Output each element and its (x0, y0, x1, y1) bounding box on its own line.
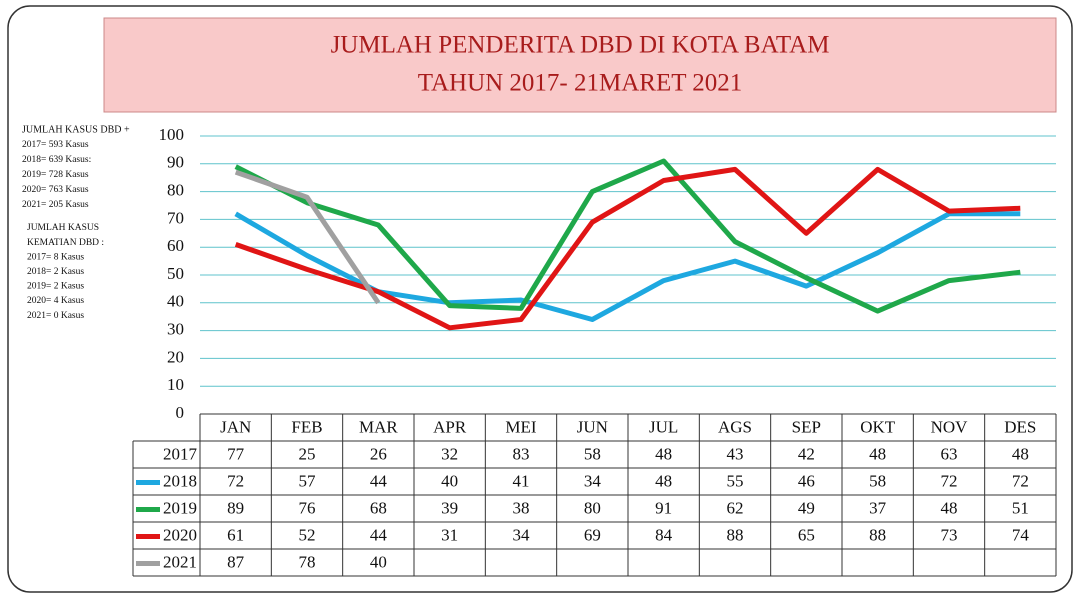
table-value: 38 (513, 498, 530, 517)
x-tick-label: APR (433, 417, 467, 436)
x-tick-label: AGS (718, 417, 752, 436)
table-value: 31 (441, 525, 458, 544)
note-text: 2017= 593 Kasus (22, 140, 89, 150)
x-tick-label: MEI (505, 417, 537, 436)
x-tick-label: NOV (931, 417, 969, 436)
note-text: 2019= 728 Kasus (22, 170, 89, 180)
x-tick-label: FEB (291, 417, 322, 436)
legend-label: 2020 (163, 525, 197, 544)
table-value: 83 (513, 444, 530, 463)
y-tick-label: 40 (167, 292, 184, 311)
table-value: 88 (869, 525, 886, 544)
table-value: 72 (1012, 471, 1029, 490)
table-value: 73 (941, 525, 958, 544)
title-box (103, 17, 1057, 113)
note-text: 2017= 8 Kasus (27, 252, 84, 262)
table-value: 63 (941, 444, 958, 463)
x-tick-label: OKT (860, 417, 896, 436)
note-text: 2020= 763 Kasus (22, 185, 89, 195)
x-tick-label: JUL (649, 417, 678, 436)
y-tick-label: 10 (167, 375, 184, 394)
table-value: 48 (941, 498, 958, 517)
note-text: 2021= 0 Kasus (27, 311, 84, 321)
table-value: 76 (299, 498, 316, 517)
y-tick-label: 80 (167, 181, 184, 200)
note-text: 2021= 205 Kasus (22, 200, 89, 210)
table-value: 43 (727, 444, 744, 463)
table-value: 48 (1012, 444, 1029, 463)
table-value: 42 (798, 444, 815, 463)
table-value: 55 (727, 471, 744, 490)
x-tick-label: MAR (359, 417, 398, 436)
note-text: 2018= 639 Kasus: (22, 155, 91, 165)
table-value: 65 (798, 525, 815, 544)
table-value: 62 (727, 498, 744, 517)
table-value: 87 (227, 552, 245, 571)
table-value: 48 (869, 444, 886, 463)
table-value: 74 (1012, 525, 1030, 544)
table-value: 52 (299, 525, 316, 544)
series-line (234, 158, 1021, 314)
y-tick-label: 70 (167, 208, 184, 227)
note-text: JUMLAH KASUS DBD + (22, 124, 130, 135)
y-tick-label: 90 (167, 153, 184, 172)
table-value: 88 (727, 525, 744, 544)
table-value: 80 (584, 498, 601, 517)
x-tick-label: JUN (577, 417, 608, 436)
chart-title: JUMLAH PENDERITA DBD DI KOTA BATAM (331, 32, 830, 59)
table-value: 89 (227, 498, 244, 517)
table-value: 48 (655, 471, 672, 490)
note-text: 2019= 2 Kasus (27, 282, 84, 292)
table-value: 40 (370, 552, 387, 571)
table-value: 37 (869, 498, 887, 517)
table-value: 68 (370, 498, 387, 517)
y-tick-label: 100 (159, 125, 185, 144)
table-value: 58 (869, 471, 886, 490)
y-tick-label: 60 (167, 236, 184, 255)
y-tick-label: 20 (167, 347, 184, 366)
table-value: 91 (655, 498, 672, 517)
table-value: 40 (441, 471, 458, 490)
table-value: 41 (513, 471, 530, 490)
table-value: 39 (441, 498, 458, 517)
table-value: 44 (370, 471, 388, 490)
table-value: 72 (941, 471, 958, 490)
table-value: 25 (299, 444, 316, 463)
table-value: 51 (1012, 498, 1029, 517)
table-value: 46 (798, 471, 815, 490)
table-value: 32 (441, 444, 458, 463)
note-text: KEMATIAN DBD : (27, 238, 104, 248)
legend-label: 2021 (163, 552, 197, 571)
table-value: 77 (227, 444, 245, 463)
table-value: 34 (513, 525, 531, 544)
series-line (234, 169, 381, 305)
y-tick-label: 30 (167, 320, 184, 339)
y-tick-label: 50 (167, 264, 184, 283)
x-tick-label: SEP (792, 417, 821, 436)
x-tick-label: DES (1004, 417, 1036, 436)
table-value: 78 (299, 552, 316, 571)
table-value: 57 (299, 471, 317, 490)
table-value: 84 (655, 525, 673, 544)
table-value: 58 (584, 444, 601, 463)
slide-border (7, 5, 1073, 593)
note-text: 2018= 2 Kasus (27, 267, 84, 277)
table-value: 44 (370, 525, 388, 544)
table-value: 69 (584, 525, 601, 544)
legend-label: 2019 (163, 498, 197, 517)
table-value: 72 (227, 471, 244, 490)
table-value: 26 (370, 444, 387, 463)
note-text: 2020= 4 Kasus (27, 296, 84, 306)
legend-label: 2018 (163, 471, 197, 490)
note-text: JUMLAH KASUS (27, 223, 99, 233)
table-value: 48 (655, 444, 672, 463)
table-value: 49 (798, 498, 815, 517)
table-value: 61 (227, 525, 244, 544)
y-tick-label: 0 (176, 403, 185, 422)
legend-label: 2017 (163, 444, 198, 463)
x-tick-label: JAN (220, 417, 251, 436)
chart-subtitle: TAHUN 2017- 21MARET 2021 (418, 70, 743, 97)
table-value: 34 (584, 471, 602, 490)
